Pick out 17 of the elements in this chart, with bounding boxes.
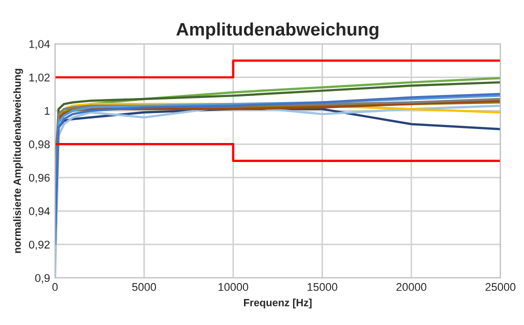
y-tick-label: 1,02 <box>29 74 50 83</box>
x-tick-label: 5000 <box>132 283 156 291</box>
y-tick-label: 0,92 <box>28 240 50 250</box>
y-tick-label: 0,9 <box>35 274 50 284</box>
y-tick-label: 0,96 <box>28 174 50 184</box>
x-axis-title: Frequenz [Hz] <box>244 298 312 308</box>
y-axis-title: normalisierte Amplitudenabweichung <box>13 68 23 253</box>
x-tick-label: 0 <box>52 283 58 291</box>
y-tick-label: 1,04 <box>29 40 50 50</box>
y-tick-label: 0,98 <box>28 140 50 150</box>
x-tick-label: 15000 <box>308 283 338 291</box>
y-tick-label: 1 <box>44 107 50 115</box>
chart-title: Amplitudenabweichung <box>176 22 378 40</box>
x-tick-label: 20000 <box>396 283 426 291</box>
x-tick-label: 10000 <box>218 283 248 291</box>
y-tick-label: 0,94 <box>28 207 50 216</box>
x-tick-label: 25000 <box>486 283 516 291</box>
